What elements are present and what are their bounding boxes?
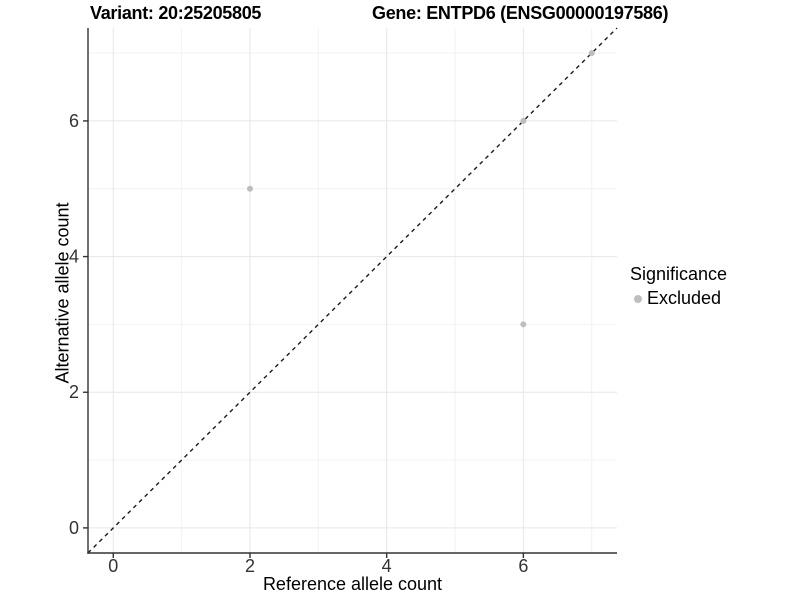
svg-text:4: 4 — [69, 247, 79, 267]
svg-text:6: 6 — [518, 556, 528, 576]
data-point-excluded — [520, 321, 527, 328]
svg-text:2: 2 — [245, 556, 255, 576]
y-axis-title: Alternative allele count — [52, 202, 73, 384]
x-axis-title: Reference allele count — [262, 574, 443, 594]
svg-text:0: 0 — [108, 556, 118, 576]
svg-text:6: 6 — [69, 111, 79, 131]
variant-title: Variant: 20:25205805 — [90, 3, 262, 23]
data-point-excluded — [588, 50, 595, 57]
svg-text:0: 0 — [69, 518, 79, 538]
data-point-excluded — [520, 117, 527, 124]
legend-point-icon — [634, 294, 642, 303]
gene-title: Gene: ENTPD6 (ENSG00000197586) — [372, 3, 669, 23]
legend: Significance Excluded — [630, 264, 727, 309]
legend-item-label: Excluded — [647, 288, 722, 308]
svg-text:4: 4 — [382, 556, 392, 576]
svg-text:2: 2 — [69, 382, 79, 402]
legend-title: Significance — [630, 264, 728, 284]
legend-item: Excluded — [630, 288, 727, 309]
data-point-excluded — [246, 185, 253, 192]
